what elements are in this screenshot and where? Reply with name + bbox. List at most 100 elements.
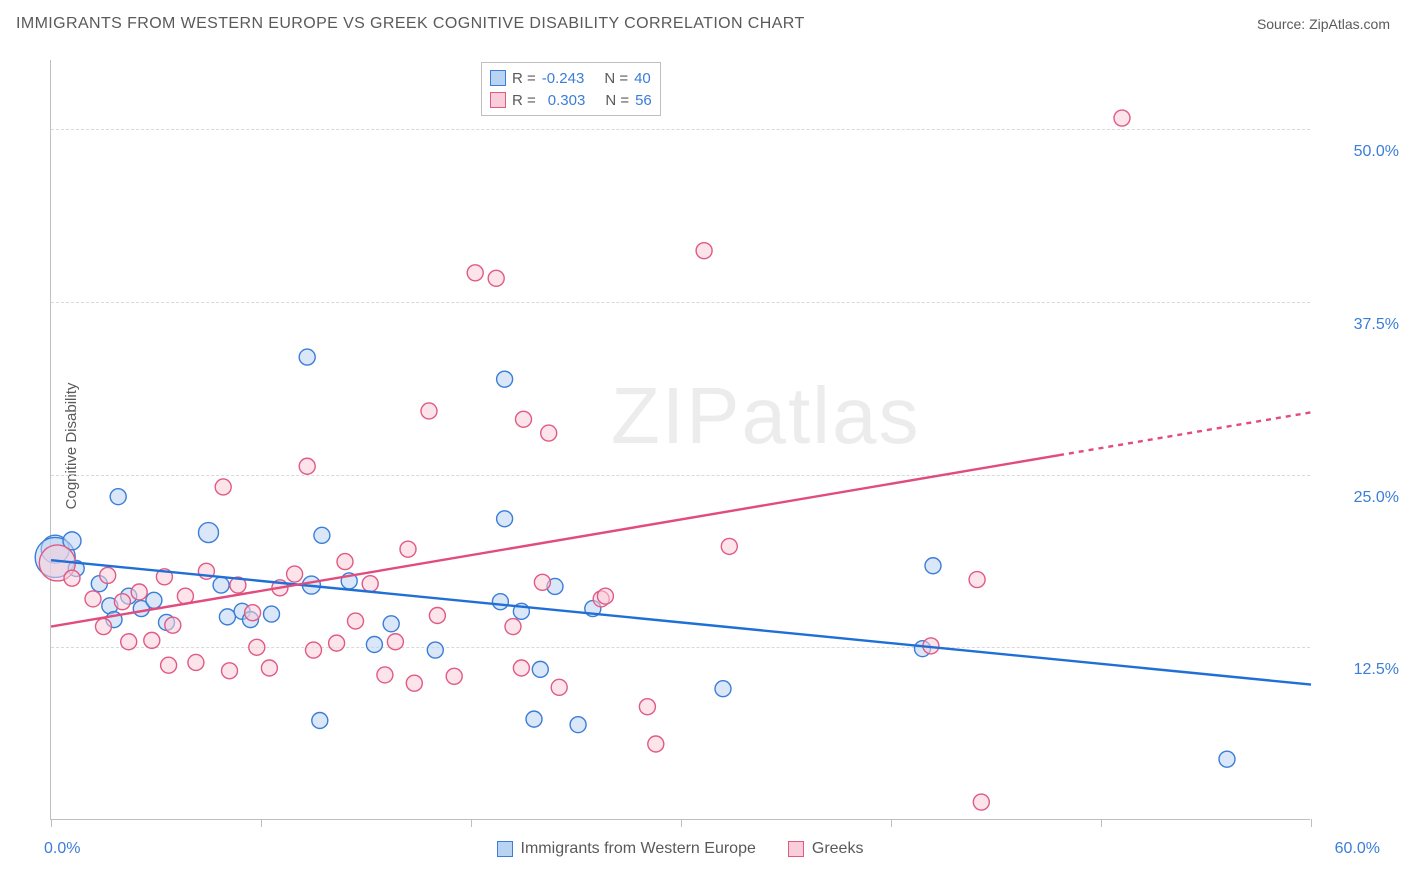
scatter-point-greeks xyxy=(114,594,130,610)
trendline-greeks-dashed xyxy=(1059,412,1311,455)
scatter-point-greeks xyxy=(648,736,664,752)
scatter-point-we xyxy=(925,558,941,574)
scatter-point-greeks xyxy=(261,660,277,676)
scatter-point-greeks xyxy=(429,607,445,623)
source-link[interactable]: ZipAtlas.com xyxy=(1309,16,1390,32)
scatter-point-we xyxy=(146,592,162,608)
scatter-point-greeks xyxy=(1114,110,1130,126)
scatter-point-greeks xyxy=(215,479,231,495)
r-value-greeks: 0.303 xyxy=(542,92,586,109)
scatter-point-greeks xyxy=(362,576,378,592)
scatter-point-we xyxy=(264,606,280,622)
scatter-point-greeks xyxy=(534,574,550,590)
scatter-point-greeks xyxy=(541,425,557,441)
scatter-point-greeks xyxy=(165,617,181,633)
scatter-point-greeks xyxy=(306,642,322,658)
legend-item-greeks: Greeks xyxy=(788,840,864,858)
scatter-point-greeks xyxy=(421,403,437,419)
legend-label-we: Immigrants from Western Europe xyxy=(521,840,756,858)
scatter-point-greeks xyxy=(337,554,353,570)
x-tick xyxy=(1311,819,1312,827)
scatter-point-greeks xyxy=(299,458,315,474)
scatter-point-greeks xyxy=(161,657,177,673)
scatter-point-we xyxy=(299,349,315,365)
x-tick xyxy=(681,819,682,827)
scatter-point-greeks xyxy=(488,270,504,286)
scatter-point-greeks xyxy=(144,632,160,648)
scatter-point-greeks xyxy=(513,660,529,676)
scatter-point-we xyxy=(526,711,542,727)
series-legend: Immigrants from Western Europe Greeks xyxy=(50,840,1310,858)
scatter-point-we xyxy=(366,637,382,653)
swatch-we-icon xyxy=(497,841,513,857)
swatch-greeks-icon xyxy=(788,841,804,857)
x-tick xyxy=(261,819,262,827)
chart-svg xyxy=(51,60,1311,820)
chart-header: IMMIGRANTS FROM WESTERN EUROPE VS GREEK … xyxy=(0,0,1406,48)
scatter-point-we xyxy=(1219,751,1235,767)
scatter-point-greeks xyxy=(387,634,403,650)
n-label-greeks: N = xyxy=(605,92,629,109)
scatter-point-greeks xyxy=(467,265,483,281)
scatter-point-greeks xyxy=(696,243,712,259)
scatter-point-we xyxy=(219,609,235,625)
plot-container: ZIPatlas R = -0.243 N = 40 R = 0.303 N =… xyxy=(50,60,1310,820)
y-tick-label: 50.0% xyxy=(1319,143,1399,161)
scatter-point-we xyxy=(570,717,586,733)
x-tick xyxy=(471,819,472,827)
scatter-point-greeks xyxy=(639,699,655,715)
scatter-point-greeks xyxy=(505,619,521,635)
legend-row-greeks: R = 0.303 N = 56 xyxy=(490,89,652,111)
n-value-we: 40 xyxy=(634,70,651,87)
scatter-point-we xyxy=(110,489,126,505)
swatch-greeks xyxy=(490,92,506,108)
source-prefix: Source: xyxy=(1257,16,1309,32)
scatter-point-greeks xyxy=(329,635,345,651)
scatter-point-greeks xyxy=(377,667,393,683)
scatter-point-greeks xyxy=(969,572,985,588)
scatter-point-greeks xyxy=(100,567,116,583)
x-tick xyxy=(51,819,52,827)
scatter-point-we xyxy=(213,577,229,593)
scatter-point-greeks xyxy=(222,663,238,679)
r-label-we: R = xyxy=(512,70,536,87)
scatter-point-greeks xyxy=(516,411,532,427)
scatter-point-we xyxy=(314,527,330,543)
y-tick-label: 37.5% xyxy=(1319,316,1399,334)
r-label-greeks: R = xyxy=(512,92,536,109)
scatter-point-we xyxy=(497,371,513,387)
scatter-point-we xyxy=(715,681,731,697)
x-tick xyxy=(891,819,892,827)
scatter-point-greeks xyxy=(973,794,989,810)
scatter-point-we xyxy=(497,511,513,527)
scatter-point-greeks xyxy=(287,566,303,582)
scatter-point-greeks xyxy=(85,591,101,607)
source-attribution: Source: ZipAtlas.com xyxy=(1257,16,1390,32)
chart-title: IMMIGRANTS FROM WESTERN EUROPE VS GREEK … xyxy=(16,15,805,33)
swatch-we xyxy=(490,70,506,86)
n-label-we: N = xyxy=(604,70,628,87)
scatter-point-greeks xyxy=(446,668,462,684)
scatter-point-greeks xyxy=(64,570,80,586)
scatter-point-greeks xyxy=(406,675,422,691)
scatter-point-greeks xyxy=(348,613,364,629)
scatter-point-greeks xyxy=(721,538,737,554)
legend-label-greeks: Greeks xyxy=(812,840,864,858)
scatter-point-greeks xyxy=(131,584,147,600)
scatter-point-greeks xyxy=(400,541,416,557)
x-axis-end-label: 60.0% xyxy=(1335,840,1380,858)
correlation-legend: R = -0.243 N = 40 R = 0.303 N = 56 xyxy=(481,62,661,116)
scatter-point-greeks xyxy=(188,654,204,670)
scatter-point-we xyxy=(383,616,399,632)
x-tick xyxy=(1101,819,1102,827)
scatter-point-greeks xyxy=(245,605,261,621)
plot-area: ZIPatlas R = -0.243 N = 40 R = 0.303 N =… xyxy=(50,60,1310,820)
legend-row-we: R = -0.243 N = 40 xyxy=(490,67,652,89)
scatter-point-we xyxy=(532,661,548,677)
scatter-point-greeks xyxy=(597,588,613,604)
n-value-greeks: 56 xyxy=(635,92,652,109)
scatter-point-we xyxy=(199,523,219,543)
x-axis-start-label: 0.0% xyxy=(44,840,80,858)
scatter-point-greeks xyxy=(249,639,265,655)
y-tick-label: 12.5% xyxy=(1319,661,1399,679)
